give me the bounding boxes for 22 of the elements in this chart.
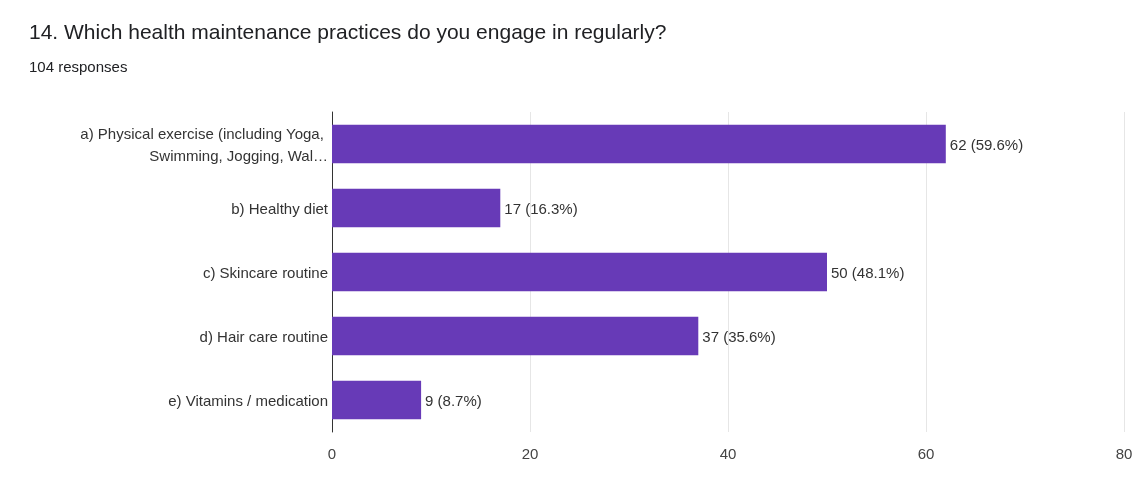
data-label: 50 (48.1%) [831, 263, 905, 281]
x-tick-label: 60 [917, 445, 935, 462]
x-tick-label: 20 [521, 445, 539, 462]
data-label: 9 (8.7%) [425, 391, 482, 409]
chart-title: 14. Which health maintenance practices do you engage in regularly? [29, 20, 667, 43]
y-tick-label: e) Vitamins / medication [168, 391, 328, 409]
data-label: 62 (59.6%) [949, 135, 1024, 153]
text: 104 responses [29, 58, 128, 75]
x-tick-label: 40 [719, 445, 737, 462]
y-tick-label: b) Healthy diet [231, 199, 329, 217]
data-label: 17 (16.3%) [504, 199, 578, 217]
y-tick-label: c) Skincare routine [202, 263, 328, 281]
x-tick-label: 0 [327, 445, 337, 462]
bar [332, 380, 422, 420]
bar [332, 252, 827, 292]
bar [332, 124, 946, 164]
bar [332, 188, 501, 228]
bar [332, 316, 699, 356]
y-tick-label: d) Hair care routine [199, 327, 328, 345]
y-tick-label: a) Physical exercise (including Yoga, Swimming, Jogging, Wal… [80, 124, 328, 164]
x-tick-label: 80 [1115, 445, 1133, 462]
data-label: 37 (35.6%) [702, 327, 776, 345]
